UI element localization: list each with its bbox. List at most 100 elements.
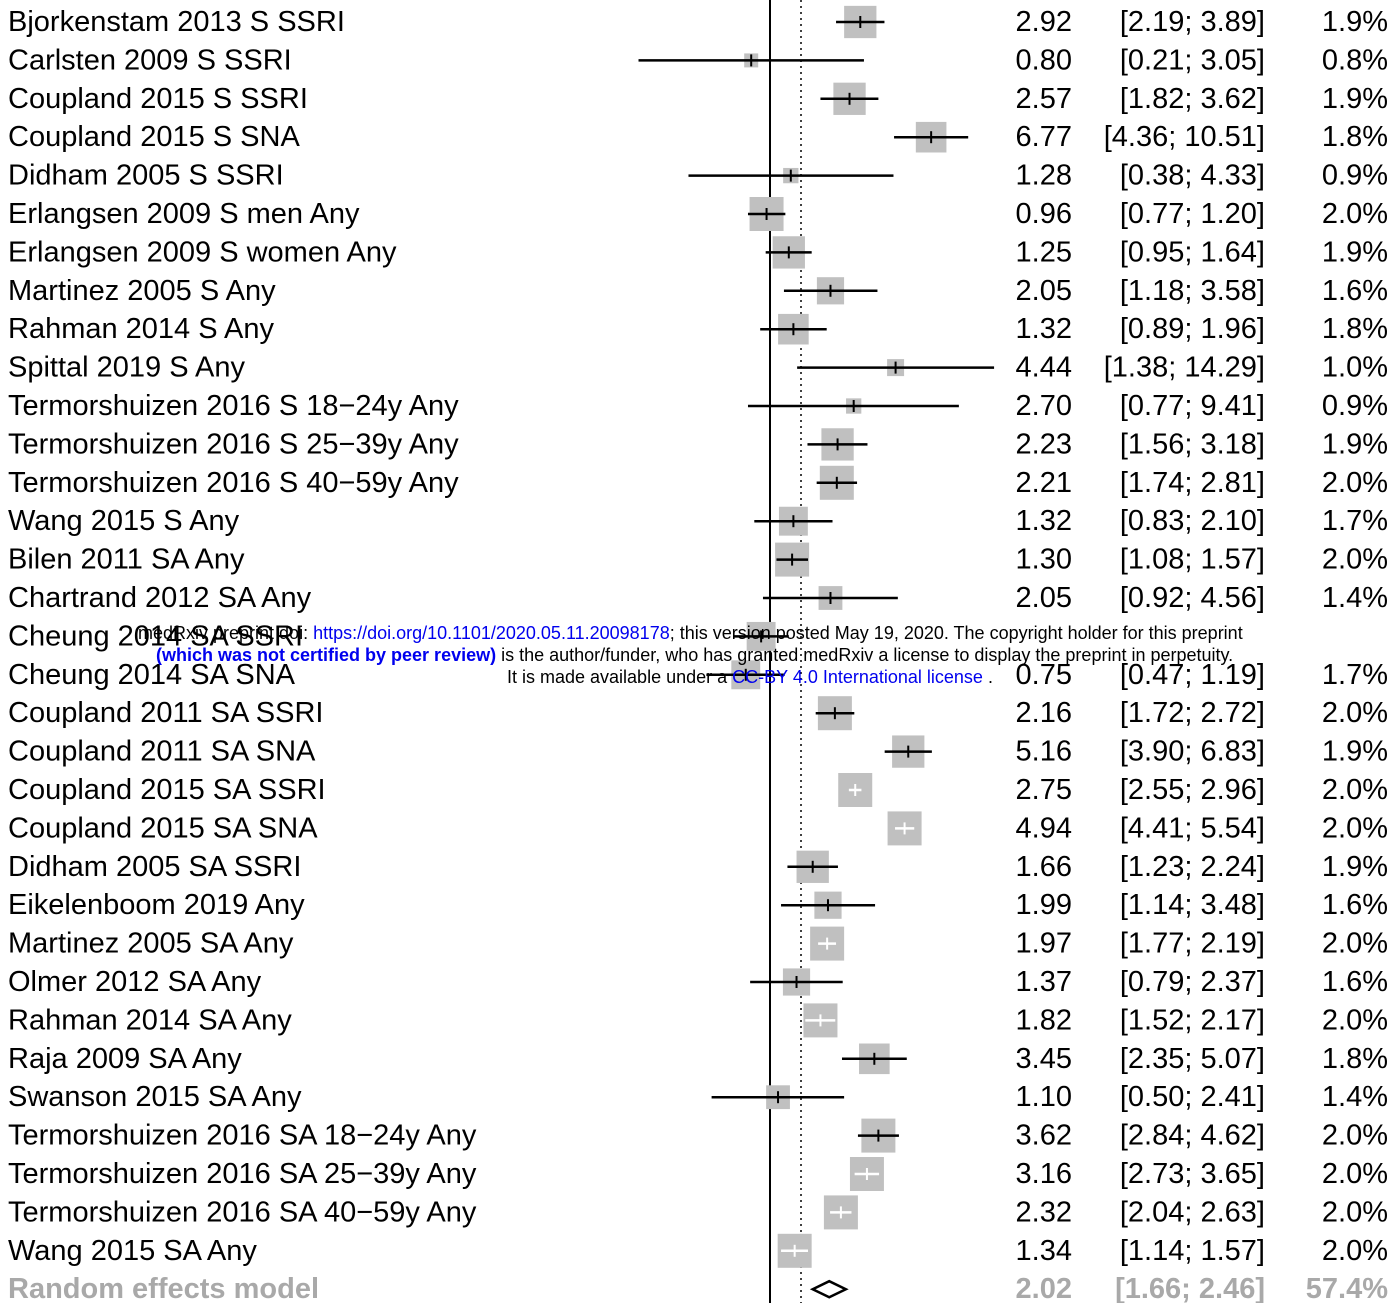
ci-value: [2.35; 5.07] [1120,1043,1265,1075]
study-row: Bilen 2011 SA Any 1.30 [1.08; 1.57] 2.0% [8,542,1388,577]
estimate-value: 0.75 [1016,659,1072,691]
ci-value: [2.73; 3.65] [1120,1158,1265,1190]
study-row: Didham 2005 S SSRI 1.28 [0.38; 4.33] 0.9% [8,160,1388,192]
estimate-value: 2.92 [1016,6,1072,38]
summary-ci-value: [1.66; 2.46] [1115,1273,1265,1303]
study-row: Cheung 2014 SA SSRI [8,620,789,652]
study-row: Termorshuizen 2016 S 25−39y Any 2.23 [1.56… [8,428,1388,461]
study-row: Termorshuizen 2016 S 40−59y Any 2.21 [1.74… [8,465,1388,500]
study-row: Coupland 2011 SA SNA 5.16 [3.90; 6.83] 1.9% [8,735,1388,768]
weight-value: 1.9% [1322,236,1388,268]
weight-value: 2.0% [1322,774,1388,806]
weight-value: 1.4% [1322,582,1388,614]
study-label: Olmer 2012 SA Any [8,966,262,998]
weight-value: 1.6% [1322,889,1388,921]
ci-value: [0.83; 2.10] [1120,505,1265,537]
study-row: Wang 2015 S Any 1.32 [0.83; 2.10] 1.7% [8,505,1388,537]
study-label: Cheung 2014 SA SNA [8,659,296,691]
ci-value: [1.52; 2.17] [1120,1004,1265,1036]
ci-value: [1.82; 3.62] [1120,83,1265,115]
study-row: Chartrand 2012 SA Any 2.05 [0.92; 4.56] 1.4… [8,582,1388,614]
weight-value: 1.9% [1322,851,1388,883]
ci-value: [1.38; 14.29] [1104,352,1265,384]
estimate-value: 3.62 [1016,1120,1072,1152]
study-row: Martinez 2005 SA Any 1.97 [1.77; 2.19] 2.0% [8,926,1388,961]
study-label: Raja 2009 SA Any [8,1043,242,1075]
study-row: Coupland 2011 SA SSRI 2.16 [1.72; 2.72] 2.0… [8,696,1388,731]
ci-value: [0.77; 9.41] [1120,390,1265,422]
weight-value: 1.0% [1322,352,1388,384]
study-label: Wang 2015 S Any [8,505,240,537]
weight-value: 2.0% [1322,928,1388,960]
study-row: Rahman 2014 S Any 1.32 [0.89; 1.96] 1.8% [8,313,1388,345]
ci-value: [0.21; 3.05] [1120,44,1265,76]
estimate-value: 2.57 [1016,83,1072,115]
ci-value: [1.74; 2.81] [1120,467,1265,499]
estimate-value: 2.21 [1016,467,1072,499]
study-row: Olmer 2012 SA Any 1.37 [0.79; 2.37] 1.6% [8,966,1388,998]
estimate-value: 1.10 [1016,1081,1072,1113]
study-label: Carlsten 2009 S SSRI [8,44,292,76]
study-row: Didham 2005 SA SSRI 1.66 [1.23; 2.24] 1.9% [8,850,1388,883]
study-label: Coupland 2015 S SSRI [8,83,308,115]
ci-value: [1.72; 2.72] [1120,697,1265,729]
ci-value: [0.47; 1.19] [1120,659,1265,691]
study-row: Spittal 2019 S Any 4.44 [1.38; 14.29] 1.0% [8,352,1388,384]
weight-value: 1.9% [1322,428,1388,460]
estimate-value: 2.75 [1016,774,1072,806]
estimate-value: 3.45 [1016,1043,1072,1075]
summary-estimate-value: 2.02 [1016,1273,1072,1303]
summary-diamond [809,1279,849,1299]
ci-value: [3.90; 6.83] [1120,736,1265,768]
estimate-value: 2.16 [1016,697,1072,729]
study-row: Erlangsen 2009 S women Any 1.25 [0.95; 1.6… [8,236,1388,269]
weight-value: 1.7% [1322,505,1388,537]
study-row: Termorshuizen 2016 SA 18−24y Any 3.62 [2.8… [8,1118,1388,1153]
study-row: Cheung 2014 SA SNA 0.75 [0.47; 1.19] 1.7% [8,659,1388,691]
study-label: Erlangsen 2009 S women Any [8,236,397,268]
study-label: Rahman 2014 SA Any [8,1004,292,1036]
study-label: Coupland 2011 SA SNA [8,736,316,768]
study-label: Termorshuizen 2016 SA 25−39y Any [8,1158,477,1190]
estimate-value: 4.94 [1016,812,1072,844]
study-row: Termorshuizen 2016 S 18−24y Any 2.70 [0.77… [8,390,1388,422]
study-label: Didham 2005 SA SSRI [8,851,301,883]
weight-value: 1.8% [1322,313,1388,345]
study-label: Termorshuizen 2016 SA 18−24y Any [8,1120,477,1152]
study-row: Coupland 2015 S SSRI 2.57 [1.82; 3.62] 1.9% [8,82,1388,115]
weight-value: 1.7% [1322,659,1388,691]
ci-value: [1.08; 1.57] [1120,544,1265,576]
estimate-value: 1.99 [1016,889,1072,921]
ci-value: [1.23; 2.24] [1120,851,1265,883]
study-row: Raja 2009 SA Any 3.45 [2.35; 5.07] 1.8% [8,1043,1388,1075]
study-label: Termorshuizen 2016 S 40−59y Any [8,467,459,499]
study-row: Martinez 2005 S Any 2.05 [1.18; 3.58] 1.6% [8,275,1388,307]
estimate-value: 1.30 [1016,544,1072,576]
study-label: Coupland 2015 SA SNA [8,812,318,844]
study-row: Termorshuizen 2016 SA 40−59y Any 2.32 [2.0… [8,1195,1388,1230]
estimate-value: 2.23 [1016,428,1072,460]
study-row: Swanson 2015 SA Any 1.10 [0.50; 2.41] 1.4% [8,1081,1388,1113]
ci-value: [2.84; 4.62] [1120,1120,1265,1152]
estimate-value: 1.25 [1016,236,1072,268]
weight-value: 2.0% [1322,1235,1388,1267]
weight-value: 2.0% [1322,467,1388,499]
study-row: Erlangsen 2009 S men Any 0.96 [0.77; 1.20]… [8,197,1388,231]
summary-row: Random effects model 2.02 [1.66; 2.46] 57.4… [8,1273,1388,1303]
study-label: Coupland 2011 SA SSRI [8,697,323,729]
estimate-value: 3.16 [1016,1158,1072,1190]
estimate-value: 1.34 [1016,1235,1072,1267]
study-label: Martinez 2005 SA Any [8,928,294,960]
estimate-value: 1.32 [1016,313,1072,345]
weight-value: 1.8% [1322,1043,1388,1075]
ci-value: [1.18; 3.58] [1120,275,1265,307]
ci-value: [0.89; 1.96] [1120,313,1265,345]
weight-value: 2.0% [1322,544,1388,576]
estimate-value: 6.77 [1016,121,1072,153]
estimate-value: 2.05 [1016,275,1072,307]
study-label: Erlangsen 2009 S men Any [8,198,360,230]
weight-value: 1.9% [1322,736,1388,768]
study-row: Wang 2015 SA Any 1.34 [1.14; 1.57] 2.0% [8,1233,1388,1268]
estimate-value: 2.32 [1016,1196,1072,1228]
